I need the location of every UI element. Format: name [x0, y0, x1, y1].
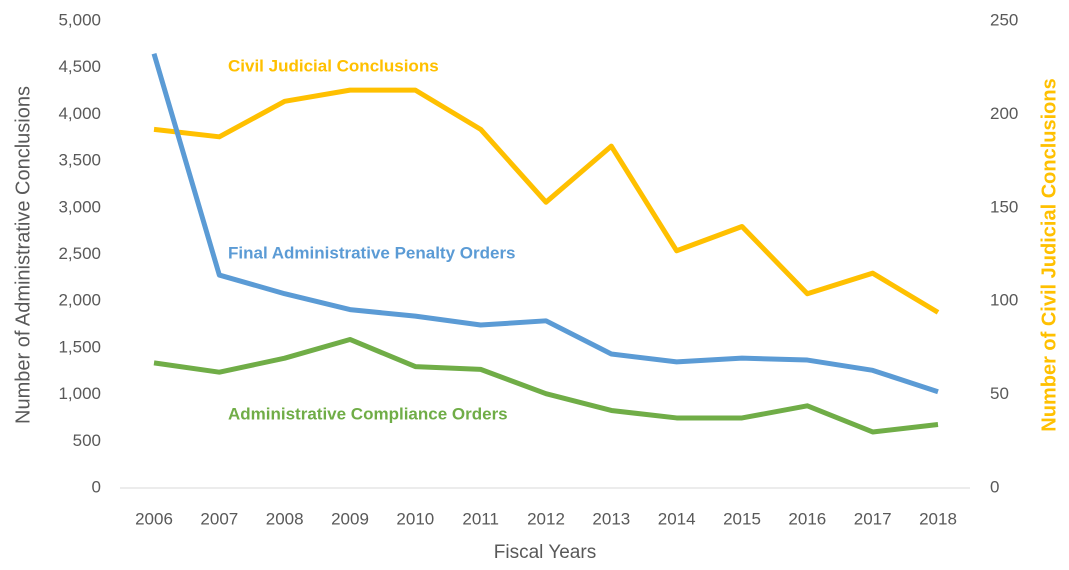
y-tick-label: 3,000	[58, 197, 101, 216]
y-tick-label: 2,000	[58, 291, 101, 310]
x-tick-label: 2018	[919, 509, 957, 528]
x-tick-label: 2010	[396, 509, 434, 528]
x-tick-label: 2015	[723, 509, 761, 528]
y2-tick-label: 50	[990, 384, 1009, 403]
y-tick-label: 1,000	[58, 384, 101, 403]
series-label: Civil Judicial Conclusions	[228, 56, 439, 75]
x-tick-label: 2016	[788, 509, 826, 528]
x-tick-label: 2012	[527, 509, 565, 528]
y2-tick-label: 150	[990, 197, 1018, 216]
x-tick-label: 2008	[266, 509, 304, 528]
y-tick-label: 2,500	[58, 244, 101, 263]
y2-tick-label: 0	[990, 477, 999, 496]
y2-tick-label: 200	[990, 104, 1018, 123]
x-tick-label: 2009	[331, 509, 369, 528]
x-axis-title: Fiscal Years	[494, 542, 596, 563]
x-tick-label: 2013	[592, 509, 630, 528]
y-tick-label: 4,000	[58, 104, 101, 123]
y-tick-label: 0	[92, 477, 101, 496]
series-label: Administrative Compliance Orders	[228, 404, 508, 423]
series-line	[153, 87, 940, 315]
x-tick-label: 2006	[135, 509, 173, 528]
y-tick-label: 4,500	[58, 57, 101, 76]
y-axis-title: Number of Administrative Conclusions	[12, 86, 34, 424]
series-line	[153, 336, 939, 435]
x-tick-label: 2007	[200, 509, 238, 528]
y-tick-label: 5,000	[58, 10, 101, 29]
y-tick-label: 3,500	[58, 151, 101, 170]
y-tick-label: 1,500	[58, 337, 101, 356]
x-tick-label: 2011	[462, 509, 499, 528]
x-tick-label: 2017	[854, 509, 892, 528]
y2-tick-label: 100	[990, 291, 1018, 310]
series-line	[151, 52, 939, 395]
y2-axis-title: Number of Civil Judicial Conclusions	[1038, 78, 1060, 431]
series-label: Final Administrative Penalty Orders	[228, 243, 516, 262]
x-tick-label: 2014	[658, 509, 696, 528]
y2-tick-label: 250	[990, 10, 1018, 29]
y-tick-label: 500	[73, 431, 101, 450]
